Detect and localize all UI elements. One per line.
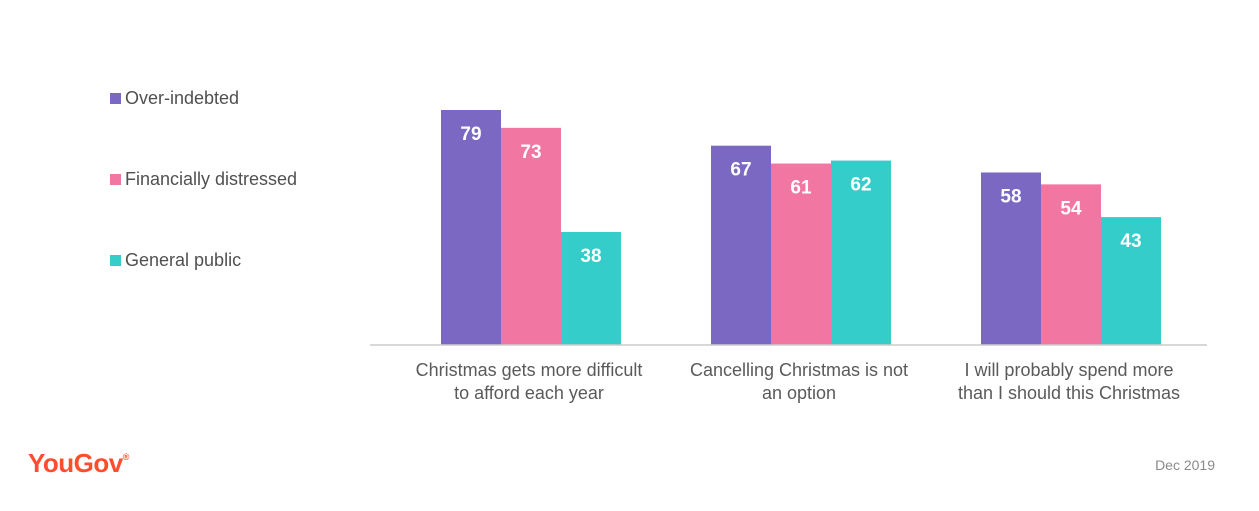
bar xyxy=(771,163,831,345)
legend-item: General public xyxy=(110,248,241,272)
legend-label: Financially distressed xyxy=(125,168,298,189)
bar xyxy=(1041,184,1101,345)
bar xyxy=(501,127,561,345)
category-label: than I should this Christmas xyxy=(958,383,1180,403)
data-label: 79 xyxy=(460,124,481,145)
legend-item: Financially distressed xyxy=(110,167,297,191)
data-label: 38 xyxy=(580,246,601,267)
data-label: 58 xyxy=(1000,186,1021,207)
logo-text: YouGov xyxy=(28,448,123,478)
legend-label: General public xyxy=(125,249,242,270)
bar xyxy=(981,172,1041,345)
bar xyxy=(561,231,621,345)
legend-swatch xyxy=(110,254,121,266)
data-label: 54 xyxy=(1060,198,1082,219)
category-label: I will probably spend more xyxy=(964,360,1173,380)
date-label: Dec 2019 xyxy=(1155,457,1215,473)
legend-swatch xyxy=(110,173,121,185)
bar xyxy=(1101,217,1161,345)
bar xyxy=(711,145,771,345)
data-label: 61 xyxy=(790,178,812,199)
data-label: 67 xyxy=(730,160,751,181)
bar xyxy=(441,110,501,345)
legend-label: Over-indebted xyxy=(125,87,240,108)
data-label: 43 xyxy=(1120,231,1141,252)
legend-swatch xyxy=(110,92,121,104)
category-label: Christmas gets more difficult xyxy=(416,360,643,380)
yougov-logo: YouGov® xyxy=(28,448,129,479)
category-label: Cancelling Christmas is not xyxy=(690,360,908,380)
data-label: 73 xyxy=(520,142,541,163)
bar xyxy=(831,160,891,345)
category-label: an option xyxy=(762,383,836,403)
registered-mark: ® xyxy=(122,452,130,462)
category-label: to afford each year xyxy=(454,383,604,403)
data-label: 62 xyxy=(850,175,871,196)
legend-item: Over-indebted xyxy=(110,86,239,110)
